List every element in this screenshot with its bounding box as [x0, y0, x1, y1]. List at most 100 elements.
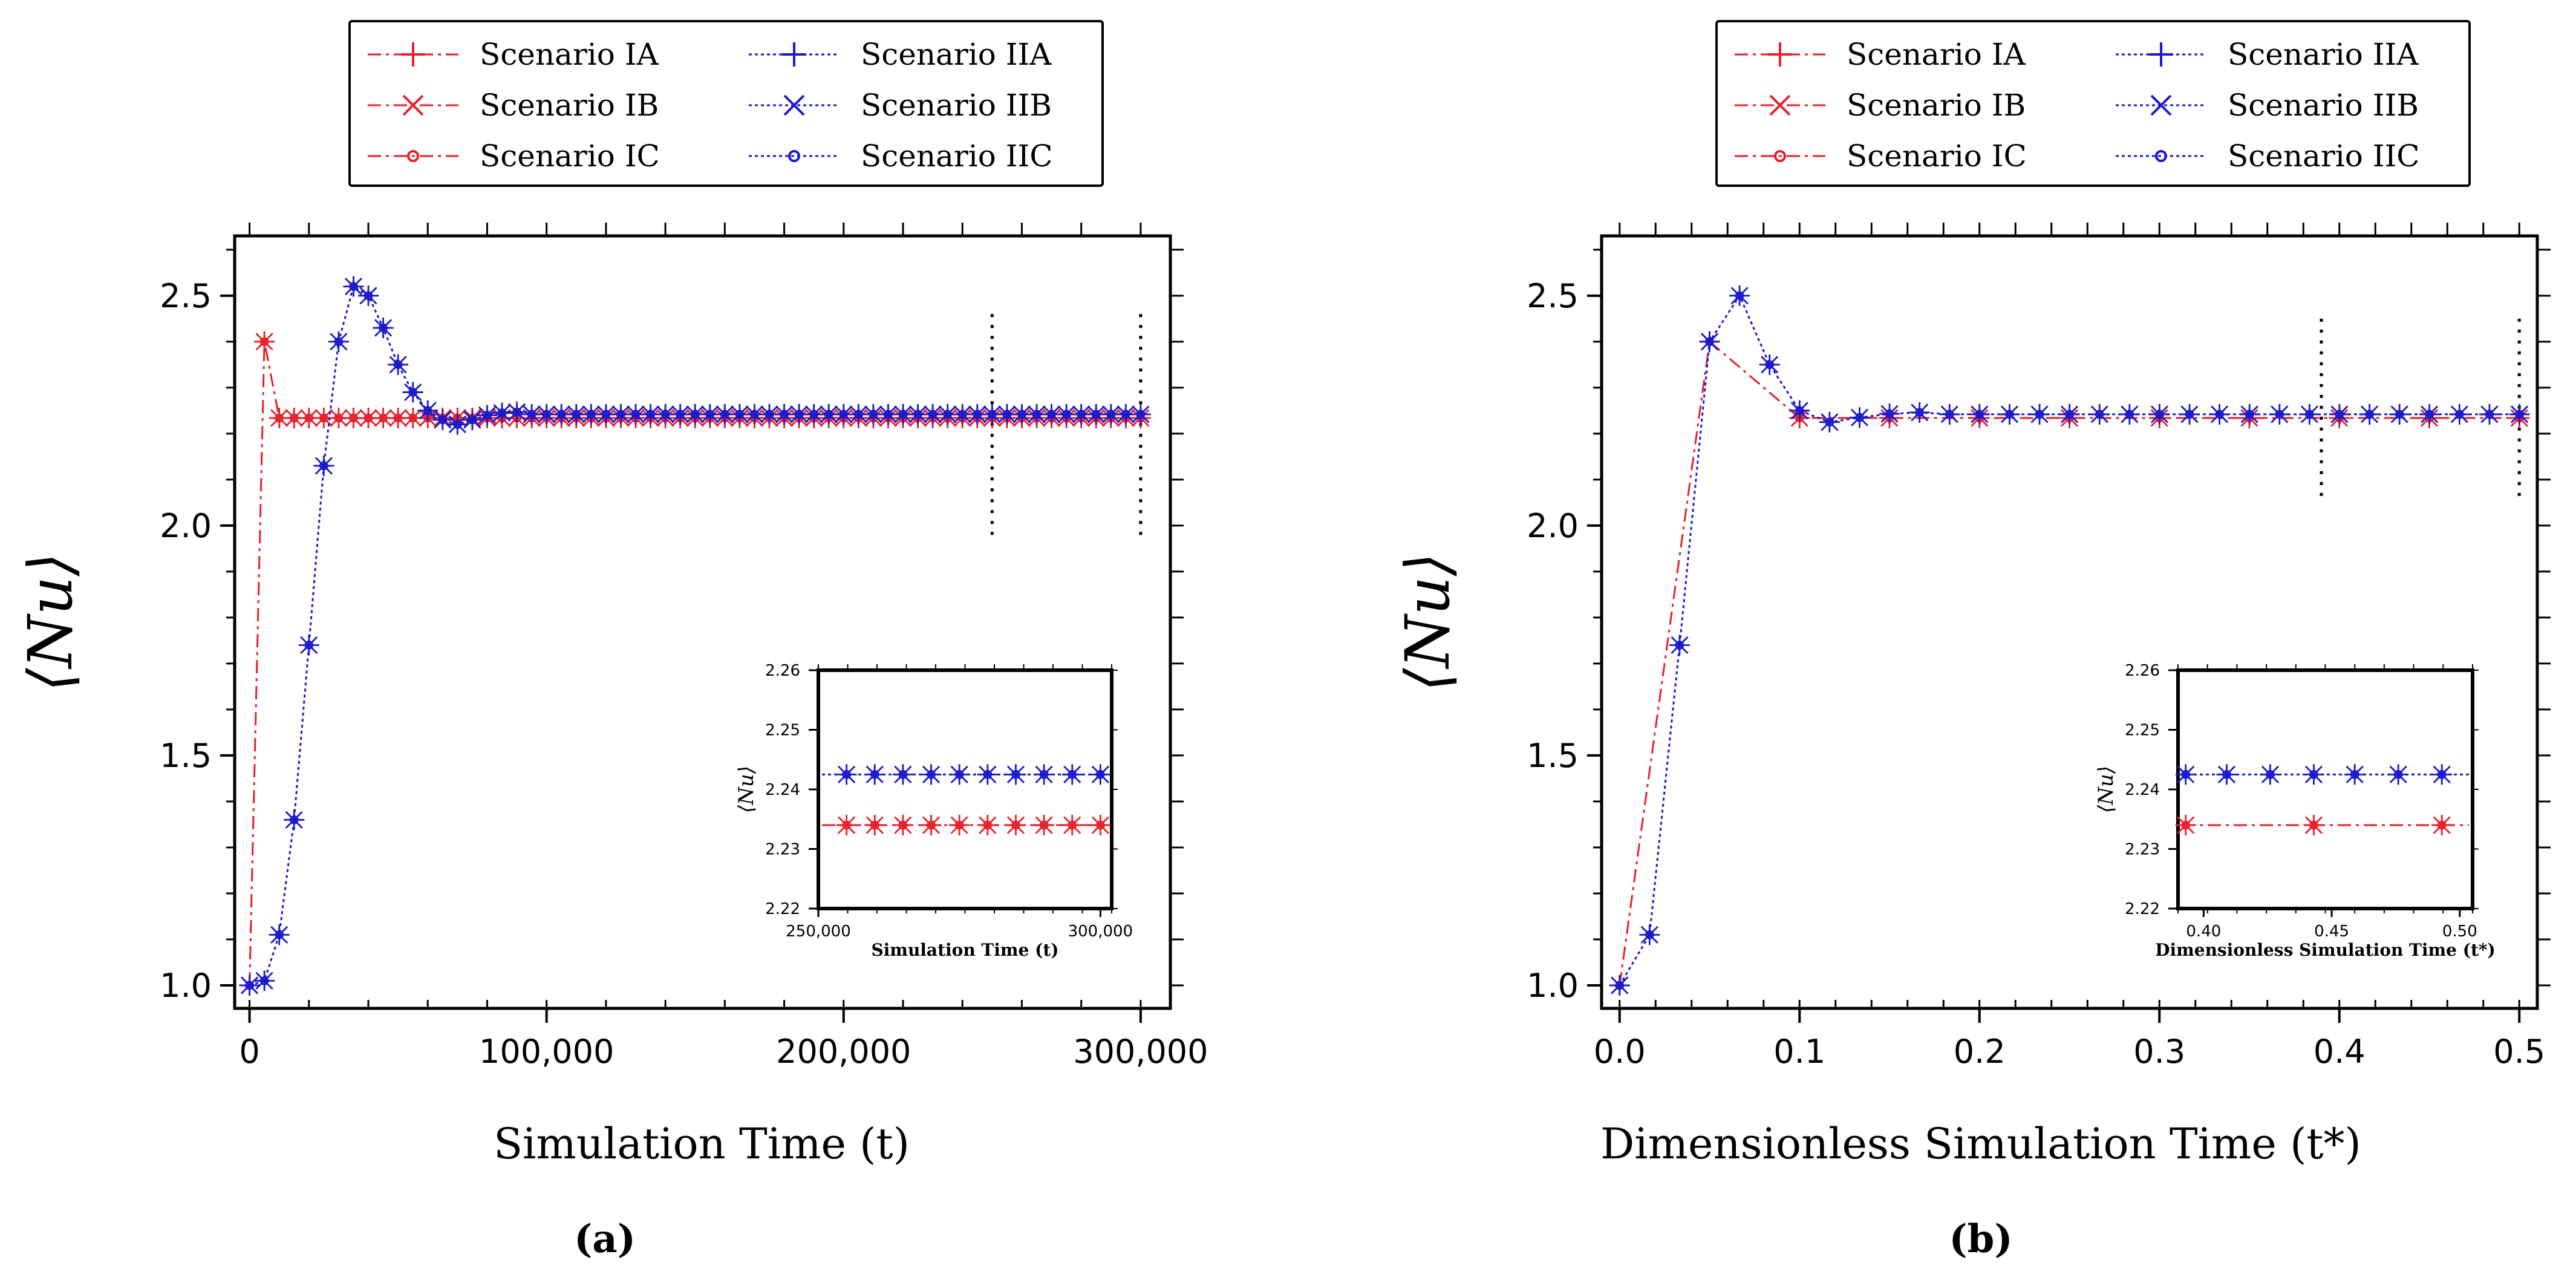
data-point	[402, 382, 423, 403]
legend-entry-scenario-ic: Scenario IC	[368, 139, 660, 174]
inset-data-point	[2175, 764, 2196, 785]
inset-data-point	[2303, 815, 2324, 836]
inset-x-tick-label: 0.45	[2314, 922, 2349, 941]
data-point	[343, 276, 364, 297]
data-point	[1969, 403, 1990, 425]
data-point	[388, 408, 409, 429]
data-point	[1729, 285, 1750, 306]
inset-data-point	[1005, 815, 1026, 836]
legend-label: Scenario IIC	[2228, 139, 2420, 174]
inset-y-tick-label: 2.22	[2125, 900, 2160, 918]
data-point	[996, 403, 1017, 425]
inset-data-point	[864, 815, 885, 836]
data-point	[640, 403, 661, 425]
inset-x-tick-label: 0.40	[2186, 922, 2221, 941]
data-point	[492, 402, 512, 423]
inset-data-point	[1090, 764, 1111, 785]
data-point	[803, 403, 824, 425]
data-point	[2449, 403, 2470, 425]
y-tick-label: 2.5	[160, 277, 212, 315]
legend-marker-x	[1769, 94, 1791, 116]
legend-label: Scenario IIB	[861, 88, 1052, 123]
data-point	[922, 403, 944, 425]
legend-marker-x	[402, 94, 424, 116]
data-point	[1939, 403, 1960, 425]
inset-data-point	[921, 815, 942, 836]
inset-data-point	[892, 764, 913, 785]
data-point	[358, 285, 379, 306]
inset-data-point	[1061, 764, 1083, 785]
legend-marker-x	[2150, 94, 2172, 116]
inset-series-scenario-ii	[2175, 764, 2469, 785]
data-point	[388, 354, 409, 375]
data-point	[2509, 403, 2530, 425]
x-tick-label: 300,000	[1073, 1033, 1208, 1071]
data-point	[759, 403, 780, 425]
plot-frame	[1600, 234, 2539, 1010]
inset-data-point	[949, 815, 970, 836]
data-point	[298, 635, 319, 656]
data-point	[2029, 403, 2050, 425]
legend-marker-circle	[407, 150, 419, 162]
legend-entry-scenario-ib: Scenario IB	[1735, 88, 2026, 123]
inset-data-point	[2431, 764, 2453, 785]
data-point	[2179, 403, 2200, 425]
data-point	[1011, 403, 1032, 425]
data-point	[358, 408, 379, 429]
legend-entry-scenario-ia: Scenario IA	[368, 37, 659, 72]
inset-data-point	[2216, 764, 2237, 785]
legend-label: Scenario IA	[480, 37, 659, 72]
data-point	[447, 414, 468, 435]
inset-data-point	[2344, 764, 2366, 785]
data-point	[313, 455, 334, 477]
data-point	[269, 408, 290, 429]
panel-a: Scenario IA Scenario IIA Scenario IB Scenar…	[15, 20, 1208, 1262]
legend-marker-circle	[788, 150, 800, 162]
data-point	[269, 924, 290, 945]
data-point	[1819, 411, 1840, 432]
legend-entry-scenario-iia: Scenario IIA	[749, 37, 1052, 72]
series-scenario-ii	[239, 276, 1151, 996]
data-point	[551, 403, 572, 425]
legend-entry-scenario-iia: Scenario IIA	[2116, 37, 2419, 72]
inset-x-tick-label: 0.50	[2442, 922, 2477, 941]
legend-label: Scenario IC	[1847, 139, 2027, 174]
legend-label: Scenario IA	[1847, 37, 2026, 72]
inset-data-point	[977, 815, 998, 836]
inset-series-scenario-i	[822, 815, 1111, 836]
data-point	[1100, 403, 1121, 425]
data-point	[1789, 400, 1810, 421]
legend-marker-plus	[401, 42, 425, 67]
legend-entry-scenario-iic: Scenario IIC	[2116, 139, 2420, 174]
inset-data-point	[1090, 815, 1111, 836]
data-point	[789, 403, 810, 425]
legend: Scenario IA Scenario IIA Scenario IB Scenar…	[348, 20, 1104, 187]
data-point	[2119, 403, 2140, 425]
data-point	[2209, 403, 2230, 425]
y-axis-label: ⟨Nu⟩	[15, 553, 86, 692]
inset-data-point	[1034, 764, 1055, 785]
inset-y-tick-label: 2.23	[2125, 841, 2160, 859]
data-point	[952, 403, 973, 425]
inset-data-point	[1005, 764, 1026, 785]
legend-marker-circle	[1774, 150, 1786, 162]
panel-label: (a)	[574, 1216, 636, 1262]
inset-data-point	[1061, 815, 1083, 836]
data-point	[2479, 403, 2500, 425]
data-point	[1130, 403, 1151, 425]
panel-label: (b)	[1949, 1216, 2012, 1262]
data-point	[2239, 403, 2260, 425]
data-point	[2389, 403, 2410, 425]
data-point	[328, 331, 349, 352]
data-point	[862, 403, 884, 425]
inset-y-tick-label: 2.22	[765, 900, 800, 918]
data-point	[477, 405, 498, 426]
data-point	[239, 974, 260, 996]
legend-entry-scenario-ia: Scenario IA	[1735, 37, 2026, 72]
inset-data-point	[836, 815, 857, 836]
legend-label: Scenario IC	[480, 139, 660, 174]
inset-data-point	[1034, 815, 1055, 836]
inset-chart: 2.22 2.23 2.24 2.25 2.26 250,000 300,000 Simula…	[734, 662, 1133, 960]
data-point	[298, 408, 319, 429]
